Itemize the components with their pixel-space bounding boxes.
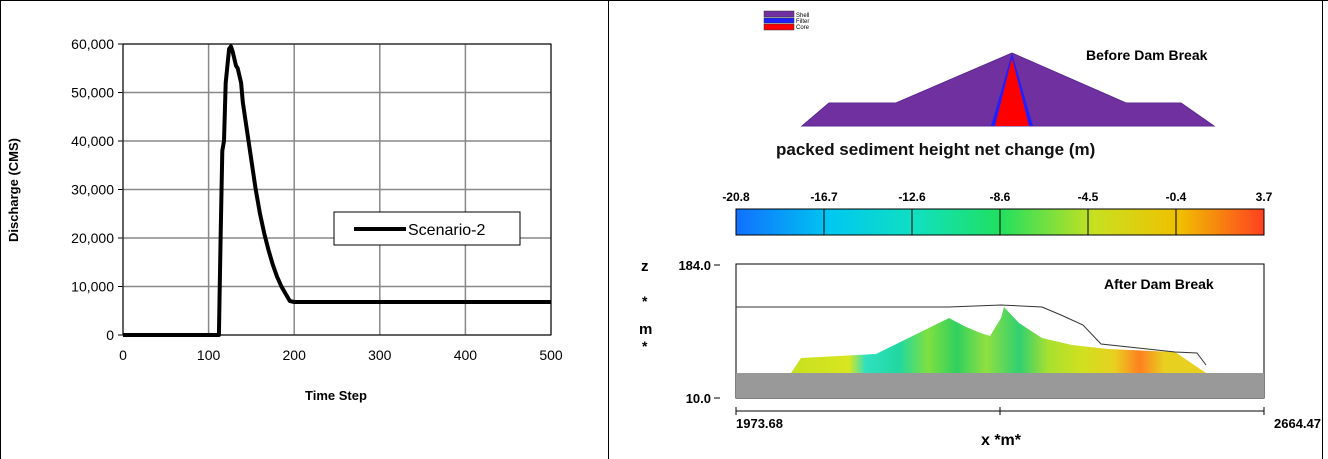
colorbar-tick-label: -4.5: [1078, 190, 1099, 204]
after-dam-break-title: After Dam Break: [1104, 276, 1214, 292]
x-tick-label: 200: [283, 347, 307, 363]
dam-sediment-panel: Shell Filter Core Before Dam Break packe…: [639, 10, 1321, 449]
x-tick-label: 0: [119, 347, 127, 363]
z-tick-label-top: 184.0: [678, 258, 711, 273]
legend: Scenario-2: [333, 211, 521, 246]
legend-label-core: Core: [796, 25, 810, 31]
x-tick-label: 300: [368, 347, 392, 363]
plot-frame: [122, 43, 552, 336]
x-tick-label: 100: [197, 347, 221, 363]
colorbar-tick-label: -16.7: [810, 190, 838, 204]
dam-cross-section: [800, 52, 1216, 127]
z-tick-label-bottom: 10.0: [686, 391, 711, 406]
chart-grid: [118, 43, 552, 336]
dam-core: [995, 58, 1029, 126]
x-axis-label-right: x *m*: [981, 432, 1022, 449]
colorbar-tick-label: -20.8: [722, 190, 750, 204]
x-tick-label: 400: [454, 347, 478, 363]
y-tick-label: 0: [106, 327, 114, 343]
after-dam-break-plot: After Dam Break: [735, 263, 1265, 399]
y-tick-label: 60,000: [71, 36, 114, 52]
colorbar-ticks: -20.8 -16.7 -12.6 -8.6 -4.5 -0.4 3.7: [722, 190, 1273, 235]
legend-label-scenario-2: Scenario-2: [408, 222, 485, 239]
z-axis-char-4: *: [642, 338, 648, 354]
bed-layer: [736, 373, 1264, 398]
colorbar-tick-label: -8.6: [990, 190, 1011, 204]
series-line-scenario-2: [123, 44, 551, 337]
y-tick-label: 10,000: [71, 279, 114, 295]
legend-label-shell: Shell: [796, 13, 809, 19]
sediment-plot-title: packed sediment height net change (m): [776, 140, 1095, 159]
discharge-chart: 0 10,000 20,000 30,000 40,000 50,000 60,000 0 1…: [6, 36, 563, 403]
legend-label-filter: Filter: [796, 19, 809, 25]
z-axis-char-3: m: [639, 321, 652, 338]
sediment-body: [791, 307, 1206, 373]
x-tick-label: 500: [539, 347, 563, 363]
colorbar-tick-label: 3.7: [1256, 190, 1273, 204]
table-left-border: [0, 0, 1, 459]
table-top-border: [0, 0, 1328, 1]
legend-swatch-filter: [763, 17, 795, 24]
sediment-axes: 184.0 10.0 1973.68 2664.47: [678, 258, 1321, 431]
colorbar-tick-label: -12.6: [898, 190, 926, 204]
y-tick-label: 30,000: [71, 182, 114, 198]
x-tick-labels: 0 100 200 300 400 500: [119, 347, 563, 363]
z-axis-char-2: *: [642, 293, 648, 309]
y-tick-label: 50,000: [71, 85, 114, 101]
legend-swatch-core: [763, 23, 795, 31]
y-tick-label: 40,000: [71, 133, 114, 149]
table-right-border: [1322, 0, 1323, 459]
z-axis-char-1: z: [641, 258, 649, 275]
y-axis-label: Discharge (CMS): [6, 138, 21, 242]
x-tick-label-left: 1973.68: [736, 416, 783, 431]
before-dam-break-title: Before Dam Break: [1086, 47, 1208, 63]
colorbar-tick-label: -0.4: [1166, 190, 1187, 204]
x-axis-label: Time Step: [305, 388, 367, 403]
original-surface-line: [736, 304, 1207, 366]
y-tick-label: 20,000: [71, 230, 114, 246]
table-divider: [608, 0, 609, 459]
material-legend: Shell Filter Core: [763, 10, 810, 31]
x-tick-label-right: 2664.47: [1274, 416, 1321, 431]
legend-swatch-shell: [763, 10, 795, 18]
y-tick-labels: 0 10,000 20,000 30,000 40,000 50,000 60,000: [71, 36, 114, 343]
